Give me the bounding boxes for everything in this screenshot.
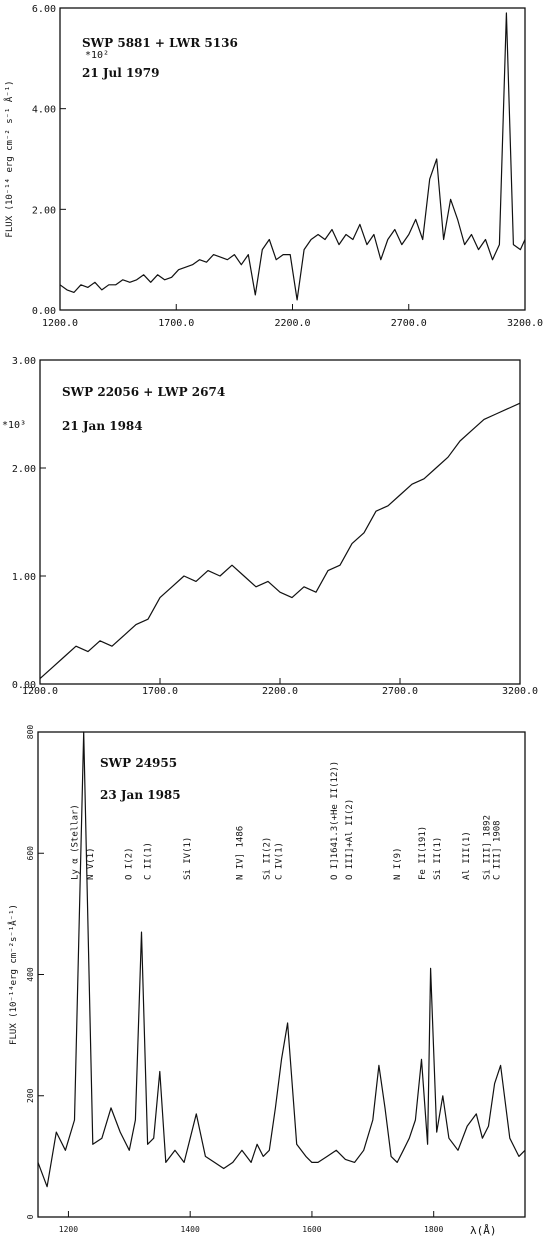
c3-x-tick-label-1: 1400	[181, 1225, 200, 1234]
c3-spectrum-line	[37, 731, 526, 1188]
chart-1985-plot-area: 1200 1400 1600 1800 0 200 400 600 800 SWP 24955 23…	[7, 725, 526, 1237]
c1-x-tick-label-3: 2700.0	[391, 318, 427, 329]
c1-y-tick-label-1: 2.00	[32, 205, 56, 216]
c3-line-id-10: N I(9)	[393, 847, 403, 880]
c1-plot-frame	[59, 7, 526, 311]
c3-title: SWP 24955	[100, 756, 177, 770]
c3-y-axis-label: FLUX (10⁻¹⁴erg cm⁻²s⁻¹Å⁻¹)	[7, 904, 19, 1045]
c3-line-id-12: Si II(1)	[433, 837, 443, 880]
c3-y-tick-label-4: 800	[26, 725, 35, 740]
c2-y-scale-factor: *10³	[2, 420, 26, 431]
spectrum-chart-1985: 1200 1400 1600 1800 0 200 400 600 800 SWP 24955 23…	[7, 725, 526, 1237]
chart-1984-plot-area: 1200.0 1700.0 2200.0 2700.0 3200.0 0.00 1.00 2.…	[2, 356, 538, 697]
c3-line-id-6: Si II(2)	[262, 837, 272, 880]
c3-y-tick-label-0: 0	[26, 1214, 35, 1219]
c2-date: 21 Jan 1984	[62, 419, 143, 433]
c2-title: SWP 22056 + LWP 2674	[62, 385, 225, 399]
c3-line-id-1: N V(1)	[86, 847, 96, 880]
c3-line-id-0: Ly α (Stellar)	[71, 804, 81, 880]
c3-line-id-11: Fe II(191)	[418, 826, 428, 880]
c3-line-id-4: Si IV(1)	[183, 837, 193, 880]
c1-spectrum-line	[59, 12, 526, 301]
c3-y-tick-label-1: 200	[26, 1088, 35, 1103]
c3-y-tick-label-2: 400	[26, 967, 35, 982]
c3-line-id-15: C III] 1908	[492, 820, 502, 880]
c3-x-tick-label-3: 1800	[424, 1225, 443, 1234]
c2-spectrum-line	[39, 402, 521, 680]
c1-y-tick-label-2: 4.00	[32, 105, 56, 116]
c1-x-tick-label-2: 2200.0	[274, 318, 310, 329]
c2-y-tick-label-3: 3.00	[12, 356, 36, 367]
c2-x-tick-label-0: 1200.0	[22, 686, 58, 697]
c3-line-id-7: C IV(1)	[275, 842, 285, 880]
c1-y-axis-label: FLUX (10⁻¹⁴ erg cm⁻² s⁻¹ Å⁻¹)	[3, 80, 15, 237]
c3-line-id-2: O I(2)	[125, 847, 135, 880]
c2-y-tick-label-0: 0.00	[12, 680, 36, 691]
c3-plot-frame	[37, 731, 526, 1218]
c2-plot-frame	[39, 359, 521, 685]
c3-line-id-13: Al III(1)	[462, 831, 472, 880]
c3-x-axis-label: λ(Å)	[470, 1224, 497, 1237]
c2-y-tick-label-2: 2.00	[12, 464, 36, 475]
c1-title: SWP 5881 + LWR 5136	[82, 36, 238, 50]
c1-y-tick-label-0: 0.00	[32, 306, 56, 317]
c2-x-tick-label-2: 2200.0	[262, 686, 298, 697]
c1-x-tick-label-0: 1200.0	[42, 318, 78, 329]
c3-x-tick-label-2: 1600	[302, 1225, 321, 1234]
c3-line-id-3: C II(1)	[144, 842, 154, 880]
c3-x-tick-label-0: 1200	[59, 1225, 78, 1234]
c3-line-id-8: O I]1641.3(+He II(12))	[330, 761, 340, 880]
c2-y-tick-label-1: 1.00	[12, 572, 36, 583]
c1-y-tick-label-3: 6.00	[32, 4, 56, 15]
c3-y-tick-label-3: 600	[26, 846, 35, 861]
c1-x-tick-label-4: 3200.0	[507, 318, 543, 329]
spectrum-chart-1979: 1200.0 1700.0 2200.0 2700.0 3200.0 0.00 2.00 4.…	[3, 4, 543, 329]
c3-line-id-14: Si III] 1892	[483, 815, 493, 880]
c3-line-id-9: O III]+Al II(2)	[345, 799, 355, 880]
c2-x-tick-label-3: 2700.0	[382, 686, 418, 697]
chart-1979-plot-area: 1200.0 1700.0 2200.0 2700.0 3200.0 0.00 2.00 4.…	[3, 4, 543, 329]
c2-x-tick-label-1: 1700.0	[142, 686, 178, 697]
c2-x-tick-label-4: 3200.0	[502, 686, 538, 697]
c3-line-id-5: N IV] 1486	[236, 826, 246, 880]
spectrum-chart-1984: 1200.0 1700.0 2200.0 2700.0 3200.0 0.00 1.00 2.…	[2, 356, 538, 697]
c1-date: 21 Jul 1979	[82, 66, 159, 80]
c1-x-tick-label-1: 1700.0	[158, 318, 194, 329]
c3-date: 23 Jan 1985	[100, 788, 181, 802]
c1-y-scale-factor: *10²	[85, 50, 109, 61]
